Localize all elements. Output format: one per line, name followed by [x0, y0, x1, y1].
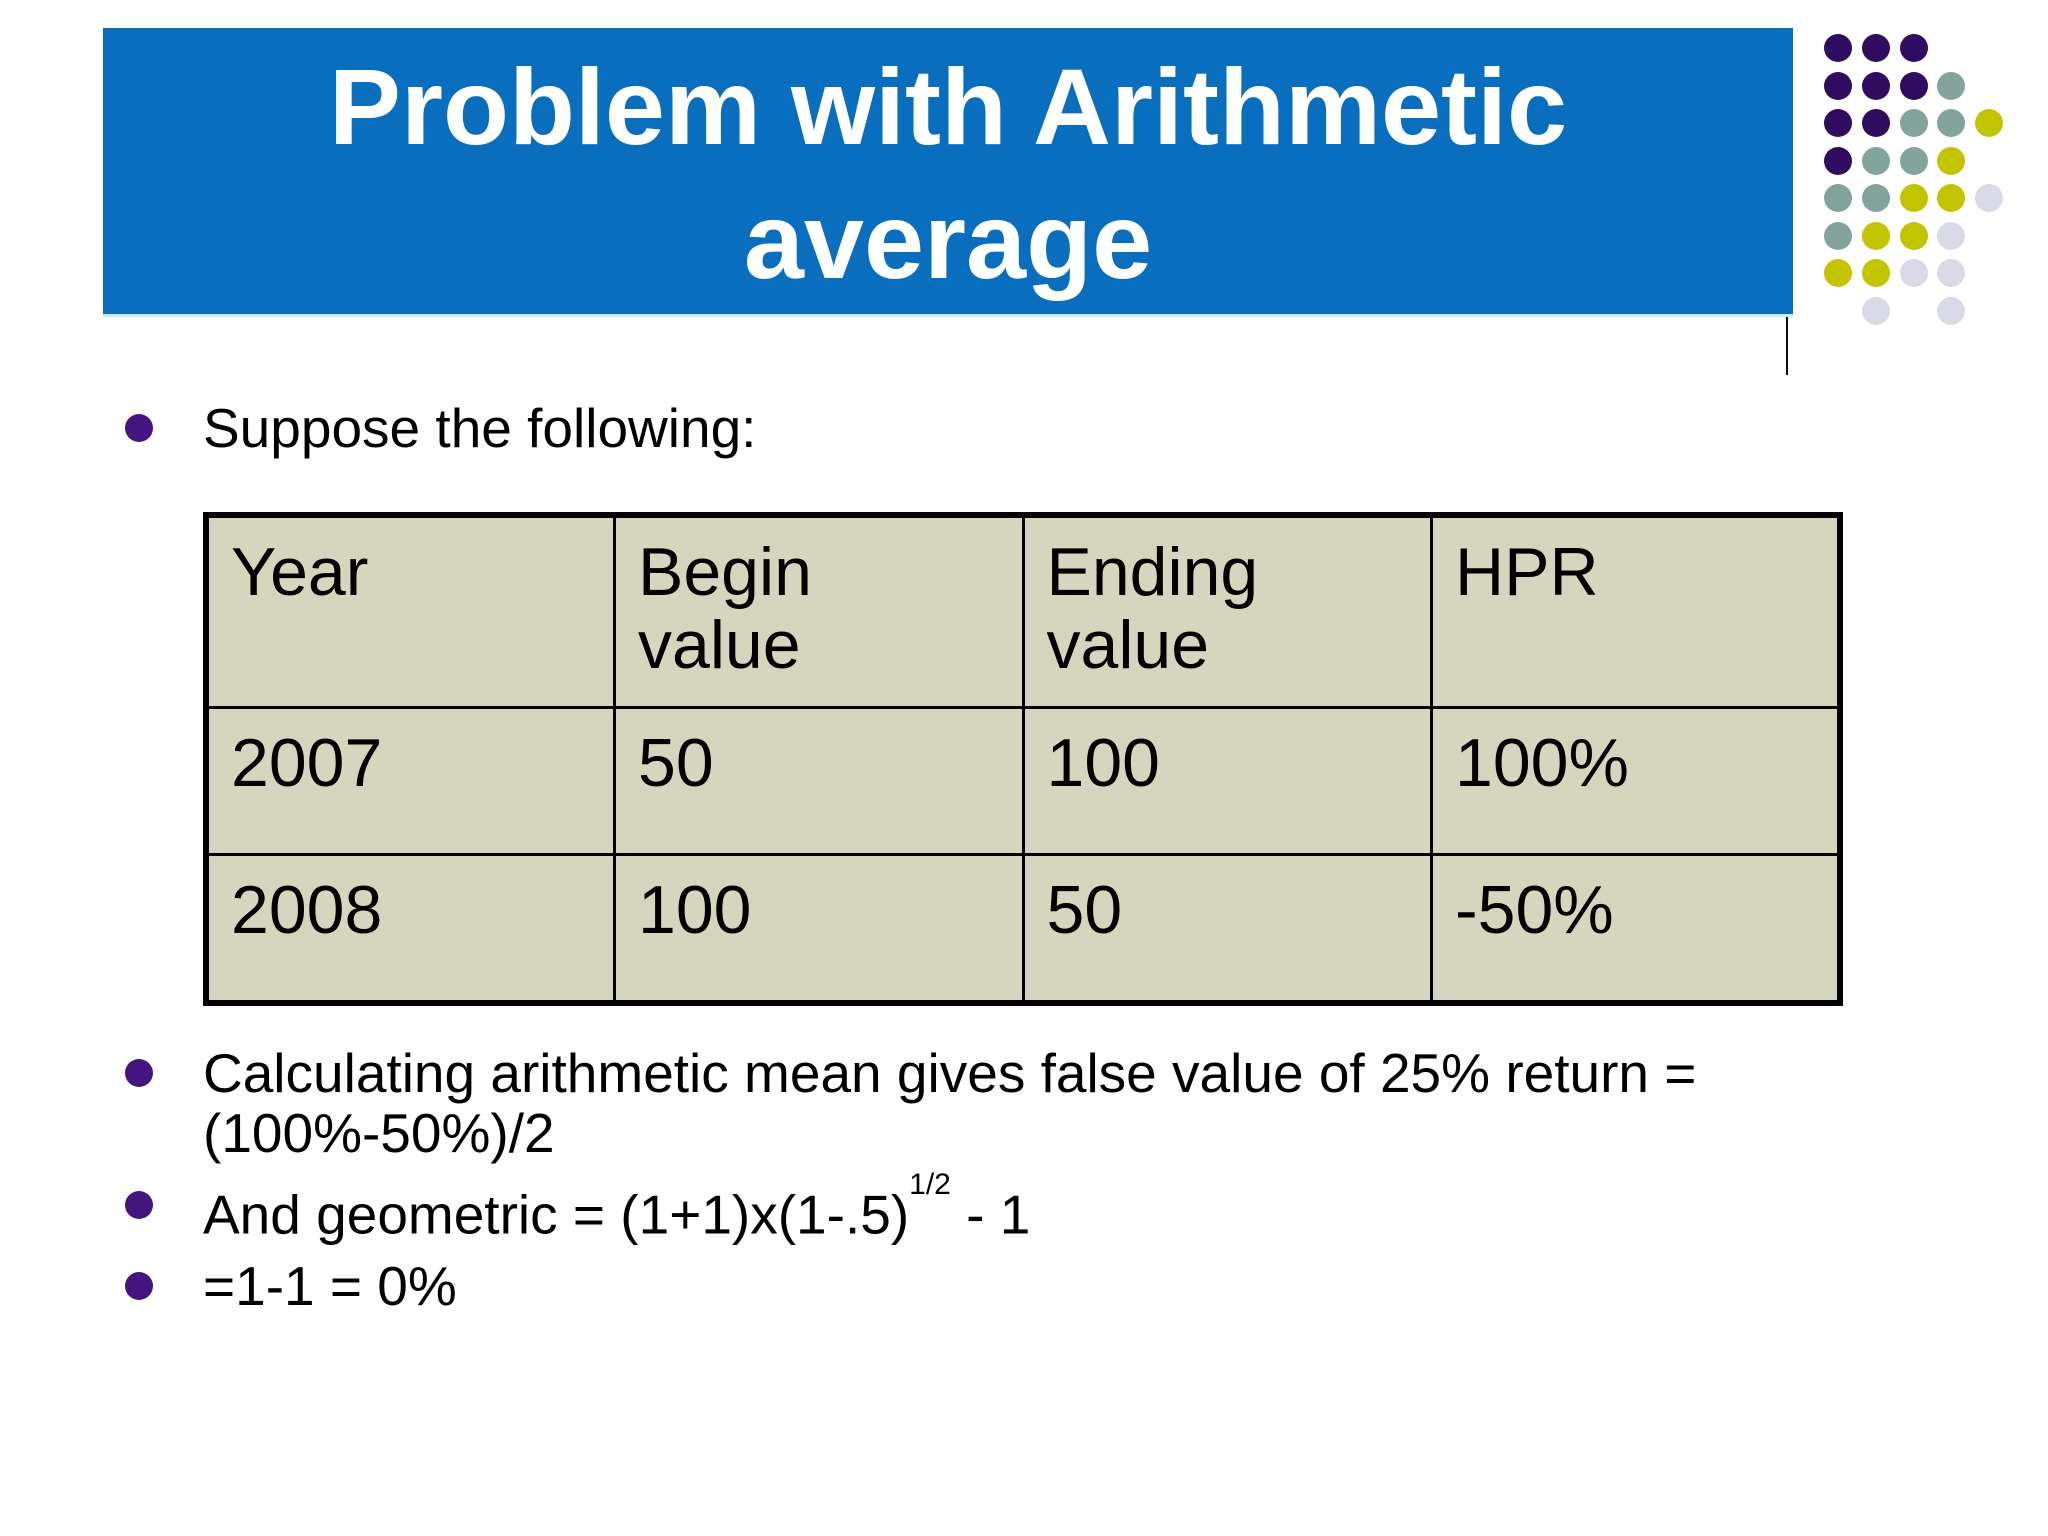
header-cell-year: Year [204, 513, 616, 709]
bullet-dot-icon [125, 414, 153, 442]
deco-dot-icon [1861, 34, 1890, 62]
deco-dot-icon [1824, 71, 1852, 100]
deco-dot-icon [1899, 221, 1928, 250]
deco-dot-icon [1899, 259, 1928, 287]
deco-dot-icon [1824, 184, 1852, 212]
bullet-geometric: And geometric = (1+1)x(1-.5)1/2 - 1 [125, 1168, 1965, 1246]
deco-dot-icon [1937, 184, 1966, 212]
deco-dot-icon [1899, 71, 1928, 100]
header-cell-hpr: HPR [1430, 513, 1842, 709]
bullet-arithmetic-line-1: Calculating arithmetic mean gives false … [203, 1042, 1697, 1104]
bullet-geometric-text: And geometric = (1+1)x(1-.5)1/2 - 1 [203, 1168, 1031, 1246]
deco-dot-icon [1861, 109, 1890, 137]
cell-year: 2007 [204, 706, 616, 856]
deco-dot-icon [1861, 146, 1890, 175]
deco-dot-icon [1824, 109, 1852, 137]
bullet-dot-icon [125, 1059, 153, 1087]
deco-dot-icon [1861, 259, 1890, 287]
slide-title-line-1: Problem with Arithmetic [328, 46, 1568, 167]
cell-hpr: 100% [1430, 706, 1842, 856]
deco-dot-icon [1899, 109, 1928, 137]
deco-dot-icon [1824, 34, 1852, 62]
deco-dot-icon [1937, 146, 1966, 175]
bottom-bullet-list: Calculating arithmetic mean gives false … [125, 1043, 1965, 1328]
deco-dot-icon [1937, 221, 1966, 250]
bullet-geometric-post: - 1 [950, 1183, 1031, 1246]
deco-dot-icon [1824, 146, 1852, 175]
banner-tick-line [1786, 317, 1788, 375]
bullet-result-text: =1-1 = 0% [203, 1255, 457, 1318]
deco-dot-icon [1899, 146, 1928, 175]
cell-ending: 50 [1021, 853, 1433, 1005]
slide-title-line-2: average [743, 180, 1153, 301]
deco-dot-icon [1824, 221, 1852, 250]
header-cell-begin-value: Begin value [613, 513, 1025, 709]
cell-ending: 100 [1021, 706, 1433, 856]
cell-begin: 100 [613, 853, 1025, 1005]
deco-dot-icon [1899, 184, 1928, 212]
intro-bullet-text: Suppose the following: [203, 397, 757, 459]
bullet-dot-icon [125, 1191, 153, 1219]
bullet-geometric-exponent: 1/2 [909, 1168, 951, 1201]
deco-dot-icon [1937, 259, 1966, 287]
deco-dot-icon [1937, 109, 1966, 137]
table-row: 2008 100 50 -50% [204, 853, 1842, 1005]
table-row: 2007 50 100 100% [204, 706, 1842, 856]
deco-dot-icon [1824, 259, 1852, 287]
deco-dot-icon [1975, 184, 2003, 212]
cell-year: 2008 [204, 853, 616, 1005]
deco-dot-icon [1899, 34, 1928, 62]
deco-dot-icon [1937, 71, 1966, 100]
deco-dot-icon [1975, 109, 2003, 137]
deco-dot-icon [1861, 184, 1890, 212]
bullet-arithmetic-line-2: (100%-50%)/2 [203, 1102, 555, 1164]
cell-begin: 50 [613, 706, 1025, 856]
deco-dot-icon [1861, 296, 1890, 325]
cell-hpr: -50% [1430, 853, 1842, 1005]
bullet-arithmetic: Calculating arithmetic mean gives false … [125, 1043, 1965, 1163]
intro-bullet-row: Suppose the following: [125, 398, 1825, 458]
title-banner: Problem with Arithmetic average [103, 28, 1793, 317]
bullet-geometric-pre: And geometric = (1+1)x(1-.5) [203, 1183, 910, 1246]
bullet-result: =1-1 = 0% [125, 1256, 1965, 1316]
deco-dot-icon [1937, 296, 1966, 325]
bullet-arithmetic-text: Calculating arithmetic mean gives false … [203, 1043, 1696, 1163]
hpr-table: Year Begin value Ending value HPR 2007 5… [203, 512, 1843, 1006]
deco-dot-icon [1861, 71, 1890, 100]
table-header-row: Year Begin value Ending value HPR [204, 513, 1842, 709]
header-cell-ending-value: Ending value [1021, 513, 1433, 709]
bullet-dot-icon [125, 1272, 153, 1301]
deco-dot-icon [1861, 221, 1890, 250]
